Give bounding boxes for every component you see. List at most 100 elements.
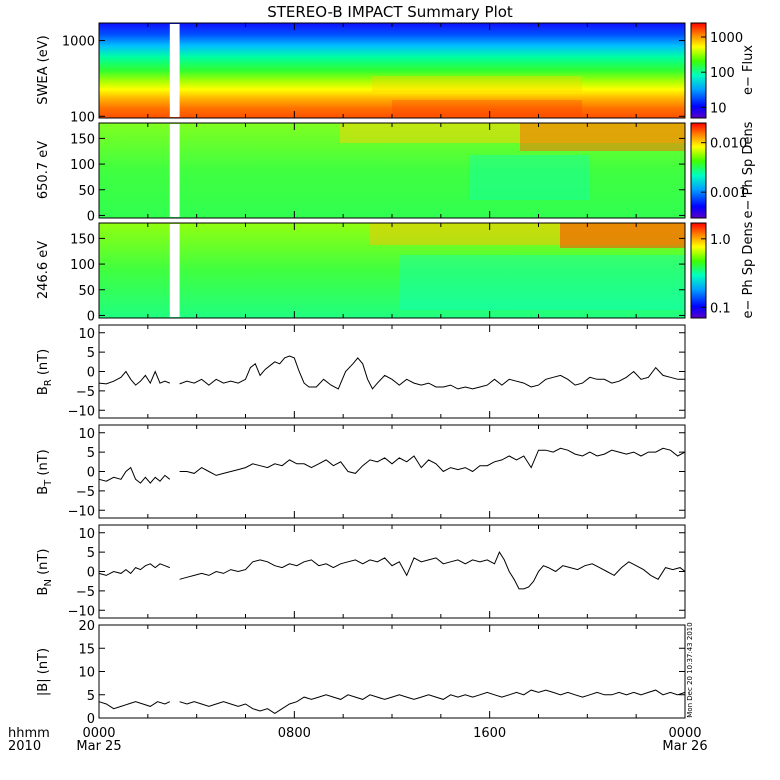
ylabel-subscript: R [43, 379, 54, 386]
x-tick-label: 0000 [668, 726, 701, 741]
colorbar-pad-650-label: e− Ph Sp Dens [741, 121, 756, 218]
y-tick-label: 50 [78, 184, 95, 199]
bmag-y-axis: 0 5 10 15 20 [78, 619, 685, 727]
y-tick-label: 100 [70, 158, 95, 173]
bmag-panel: 0 5 10 15 20 |B| (nT) [36, 619, 686, 727]
pad-650-ylabel: 650.7 eV [36, 141, 51, 199]
colorbar-tick-label: 10 [710, 101, 727, 116]
colorbar-pad-650-scale [690, 122, 707, 219]
ylabel-symbol: B [36, 386, 51, 395]
ylabel-symbol: |B| [36, 678, 51, 696]
data-gap [169, 24, 180, 117]
series-line [98, 466, 171, 484]
y-tick-label: 0 [87, 566, 95, 581]
series-line [179, 355, 685, 390]
x-tick-label: 1600 [473, 726, 506, 741]
bt-y-axis: −10 −5 0 5 10 [68, 427, 685, 519]
br-frame [98, 324, 686, 419]
x-tick-date: Mar 25 [76, 739, 121, 754]
colorbar-tick-label: 0.010 [710, 137, 747, 152]
y-tick-label: 10 [78, 427, 95, 442]
swea-y-axis: 100 1000 [62, 34, 685, 125]
ylabel-symbol: B [36, 486, 51, 495]
colorbar-pad-246-ticks: 0.1 1.0 [701, 233, 731, 316]
pad-650-y-axis: 0 50 100 150 [70, 132, 685, 224]
br-series [98, 355, 685, 390]
y-tick-label: −5 [76, 585, 95, 600]
colorbar-pad-246-scale [690, 222, 707, 319]
ylabel-unit: (nT) [36, 349, 51, 379]
y-tick-label: 0 [87, 309, 95, 324]
br-ylabel: BR (nT) [36, 349, 54, 395]
series-line [98, 370, 170, 386]
series-line [98, 701, 171, 710]
y-tick-label: 50 [78, 284, 95, 299]
colorbar-tick-label: 1000 [710, 31, 743, 46]
y-tick-label: 20 [78, 619, 95, 634]
y-tick-label: −5 [76, 485, 95, 500]
bt-series [98, 447, 686, 484]
colorbar-pad-246: 0.1 1.0 e− Ph Sp Dens [690, 221, 756, 319]
pad-246-panel: 0 50 100 150 246.6 eV [36, 222, 686, 324]
pad-650-hot-band [520, 123, 685, 151]
timestamp-stamp: Mon Dec 20 10:37:43 2010 [686, 622, 694, 717]
bn-y-axis: −10 −5 0 5 10 [68, 527, 685, 619]
pad-246-y-axis: 0 50 100 150 [70, 232, 685, 324]
x-tick-date: Mar 26 [662, 739, 707, 754]
y-tick-label: 1000 [62, 34, 95, 49]
y-tick-label: 0 [87, 712, 95, 727]
y-tick-label: 5 [87, 346, 95, 361]
y-tick-label: −5 [76, 385, 95, 400]
ylabel-text: BR (nT) [36, 349, 54, 395]
pad-650-cool-region [470, 155, 590, 200]
colorbar-pad-650-ticks: 0.001 0.010 [701, 137, 747, 201]
pad-246-ylabel: 246.6 eV [36, 241, 51, 299]
y-tick-label: 10 [78, 327, 95, 342]
series-line [179, 447, 686, 476]
colorbar-flux-scale [690, 22, 707, 119]
swea-ylabel: SWEA (eV) [36, 35, 51, 104]
data-gap [169, 224, 180, 317]
swea-spectrogram [99, 23, 685, 118]
bt-ylabel: BT (nT) [36, 449, 54, 495]
bn-ylabel: BN (nT) [36, 549, 54, 596]
y-tick-label: 10 [78, 527, 95, 542]
pad-650-panel: 0 50 100 150 650.7 eV [36, 122, 686, 224]
y-tick-label: 100 [70, 110, 95, 125]
data-gap-marks [169, 24, 180, 317]
y-tick-label: 10 [78, 666, 95, 681]
ylabel-unit: (nT) [36, 648, 51, 678]
time-axis-row2-label: 2010 [8, 739, 41, 754]
colorbar-flux: 10 100 1000 e− Flux [690, 22, 756, 119]
x-tick-label: 0800 [278, 726, 311, 741]
bn-series [98, 551, 686, 590]
series-line [98, 563, 170, 576]
y-tick-label: 0 [87, 366, 95, 381]
swea-enhancement-band [372, 76, 582, 92]
data-gap [169, 124, 180, 217]
y-tick-label: 5 [87, 546, 95, 561]
swea-panel: 100 1000 SWEA (eV) [36, 22, 686, 125]
ylabel-text: |B| (nT) [36, 648, 51, 696]
ylabel-text: BT (nT) [36, 449, 54, 495]
pad-246-hot-band [560, 223, 685, 248]
y-tick-label: −10 [68, 504, 95, 519]
y-tick-label: 5 [87, 446, 95, 461]
y-tick-label: −10 [68, 404, 95, 419]
colorbar-tick-label: 1.0 [710, 233, 731, 248]
y-tick-label: 15 [78, 642, 95, 657]
br-panel: −10 −5 0 5 10 BR (nT) [36, 324, 686, 419]
colorbar-tick-label: 100 [710, 66, 735, 81]
colorbar-tick-label: 0.1 [710, 301, 731, 316]
y-tick-label: 0 [87, 466, 95, 481]
y-tick-label: −10 [68, 604, 95, 619]
series-line [179, 551, 686, 590]
bmag-series [98, 689, 686, 714]
swea-lower-band [392, 100, 582, 116]
bn-frame [98, 524, 686, 619]
y-tick-label: 5 [87, 689, 95, 704]
series-line [179, 689, 686, 714]
